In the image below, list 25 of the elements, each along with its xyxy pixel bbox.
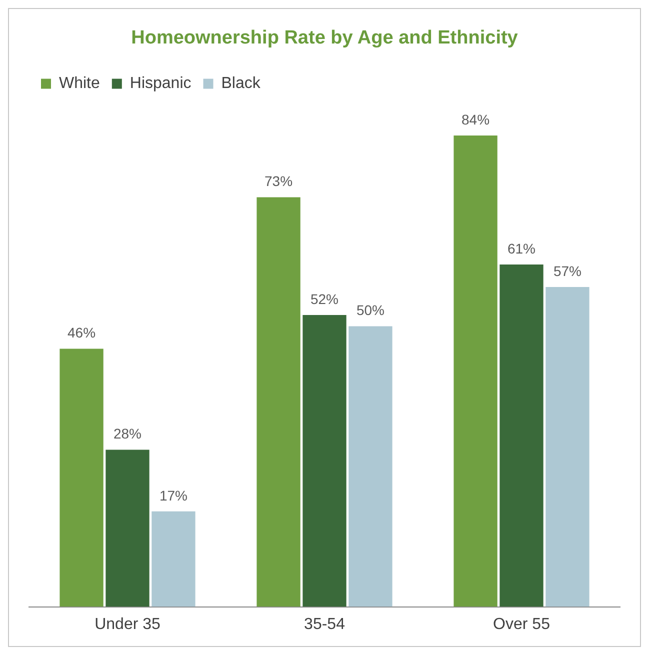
data-label: 17% [159,487,188,504]
bar [348,326,392,607]
x-tick-label: Over 55 [493,616,550,633]
data-label: 57% [553,262,582,279]
data-label: 61% [507,240,536,256]
legend-label: Hispanic [130,75,192,92]
data-label: 50% [356,302,384,318]
data-label: 84% [462,111,490,128]
bar [256,197,300,607]
data-label: 52% [310,290,339,307]
bar [546,286,590,607]
data-label: 73% [264,173,293,190]
bar [60,348,104,607]
bar [152,511,196,607]
data-label: 46% [68,324,96,341]
bar [454,135,498,607]
legend-label: Black [221,75,262,92]
bar [106,450,150,607]
data-label: 28% [113,426,142,442]
bar [302,315,346,607]
bar [500,264,544,607]
x-tick-label: Under 35 [94,616,161,633]
legend-label: White [59,75,100,92]
chart-title: Homeownership Rate by Age and Ethnicity [131,28,518,49]
x-tick-label: 35-54 [304,616,346,633]
